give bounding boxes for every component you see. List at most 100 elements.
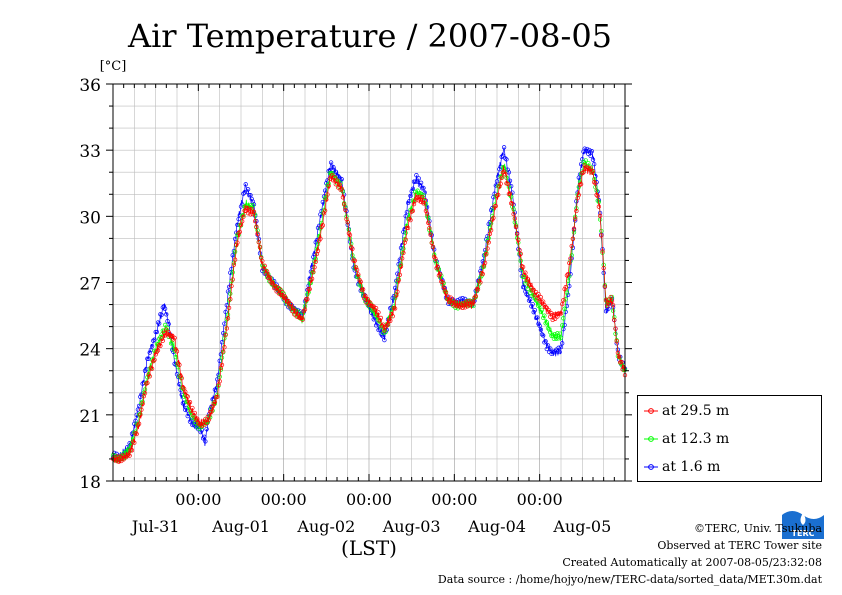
data-point [377,327,382,332]
data-point [343,207,348,212]
data-point [373,306,379,311]
data-point [555,331,560,336]
data-point [132,440,137,445]
data-point [153,329,158,335]
data-point [277,287,283,292]
data-point [605,303,610,308]
data-point [148,365,154,370]
data-point [197,426,202,432]
legend-item-1-6m: at 1.6 m [644,457,720,477]
data-point [152,357,157,362]
data-point [460,296,465,301]
data-point [408,217,413,223]
data-point [267,275,272,280]
data-point [161,304,167,309]
data-point [166,330,171,335]
footer-source: Data source : /home/hojyo/new/TERC-data/… [437,573,822,586]
data-point [529,304,534,309]
data-point [253,219,258,224]
data-point [224,326,229,331]
data-point [117,454,123,459]
data-point [590,169,596,174]
data-point [536,321,541,326]
data-point [115,454,120,459]
data-point [466,298,471,304]
data-point [538,309,544,315]
data-point [424,211,430,216]
y-tick-label: 24 [79,341,101,361]
data-point [232,257,238,262]
y-tick-label: 30 [79,208,101,228]
data-point [410,186,416,191]
data-point [191,413,196,418]
data-point [595,193,600,199]
data-point [189,408,194,413]
data-point [498,181,503,186]
data-point [384,323,389,328]
data-point [356,272,361,277]
data-point [606,297,611,302]
data-point [603,309,609,314]
legend-item-29-5m: at 29.5 m [644,401,729,421]
x-time-label: 00:00 [517,490,563,509]
data-point [140,399,145,404]
data-point [614,339,619,344]
data-point [203,439,208,444]
data-point [302,304,308,309]
data-point [210,404,215,409]
data-point [392,306,398,311]
x-date-label: Aug-04 [467,517,526,536]
data-point [261,266,266,271]
data-point [283,296,289,301]
data-point [418,180,424,185]
data-point [528,290,533,295]
data-point [587,147,592,153]
data-point [345,220,350,225]
data-point [185,394,190,399]
data-point [339,186,344,191]
data-point [249,207,254,212]
data-point [282,294,288,299]
data-point [590,157,596,162]
data-point [274,289,279,294]
data-point [587,167,592,172]
data-point [250,211,256,217]
data-point [375,312,380,317]
data-point [525,293,530,298]
data-point [149,366,155,371]
data-point [230,253,235,258]
data-point [114,458,119,463]
data-point [230,277,235,282]
data-point [488,228,494,233]
data-point [503,156,508,161]
data-point [545,343,551,348]
data-point [251,209,257,214]
data-point [178,373,183,379]
legend-marker-blue [644,464,658,470]
data-point [360,287,366,292]
footer-observed: Observed at TERC Tower site [657,539,822,552]
data-point [401,246,406,251]
data-point [390,314,395,319]
data-point [497,184,502,189]
data-point [475,287,481,292]
data-point [516,237,521,242]
data-point [493,203,498,209]
data-point [504,157,509,162]
legend: at 29.5 m at 12.3 m at 1.6 m [637,395,822,482]
x-date-label: Aug-02 [296,517,355,536]
data-point [544,305,549,311]
data-point [586,160,591,166]
data-point [206,417,212,422]
data-point [558,335,564,340]
data-point [538,327,544,332]
data-point [313,259,318,264]
data-point [324,197,329,202]
data-point [499,175,504,180]
data-point [556,345,561,350]
data-point [164,312,169,317]
data-point [311,269,316,275]
data-point [302,307,308,312]
data-point [222,345,227,350]
data-point [560,323,565,328]
